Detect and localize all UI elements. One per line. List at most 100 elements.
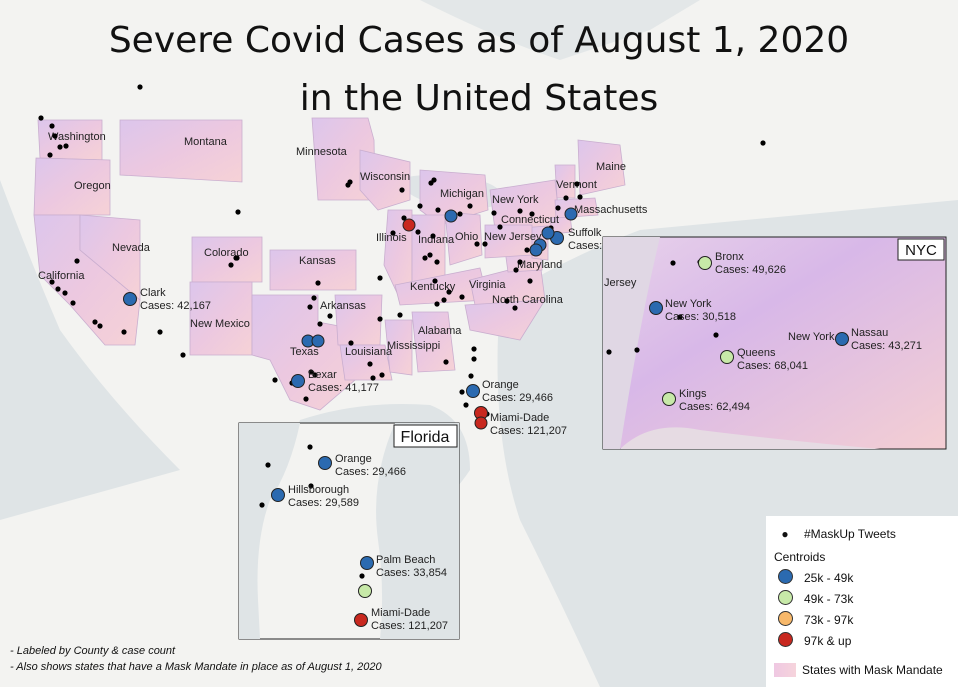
footnotes: - Labeled by County & case count - Also … [10,643,382,675]
county-centroid [318,456,332,470]
centroid-blue-icon [777,569,793,584]
state-label: Virginia [469,279,506,291]
county-name-label: Bexar [308,369,337,381]
state-label: Louisiana [345,346,393,358]
state-wisconsin [359,149,411,211]
tweet-dot [397,312,403,318]
tweet-dot [482,241,488,247]
map-title-line1: Severe Covid Cases as of August 1, 2020 [108,20,850,61]
county-cases-label: Cases: 29,466 [335,466,406,478]
tweet-dot [443,359,449,365]
tweet-dot [677,314,683,320]
legend-tweets-label: #MaskUp Tweets [804,527,896,541]
county-centroid [529,243,543,257]
tweet-dots [38,84,766,579]
state-label: New Jersey [484,231,542,243]
legend-tweets: ● #MaskUp Tweets [776,524,896,544]
legend-bin-4: 97k & up [776,631,851,651]
county-cases-label: Cases: [568,240,602,252]
legend-bin-2: 49k - 73k [776,589,853,609]
centroids [123,207,849,627]
tweet-dot [401,215,407,221]
tweet-dot [345,182,351,188]
tweet-dot [265,462,271,468]
tweet-dot [70,300,76,306]
county-centroid [354,613,368,627]
county-centroid [123,292,137,306]
county-name-label: Palm Beach [376,554,435,566]
hudson-bay [420,0,700,60]
county-name-label: Miami-Dade [490,412,549,424]
tweet-dot [427,252,433,258]
tweet-dot [311,295,317,301]
county-cases-label: Cases: 121,207 [490,425,567,437]
tweet-dot [228,262,234,268]
tweet-dot [634,347,640,353]
state-mississippi [384,319,413,376]
tweet-dot [235,209,241,215]
county-name-label: Hillsborough [288,484,349,496]
tweet-dot [422,255,428,261]
tweet-dot [555,205,561,211]
county-centroid [360,556,374,570]
state-label: Illinois [376,232,407,244]
county-centroid [271,488,285,502]
county-cases-label: Cases: 42,167 [140,300,211,312]
tweet-dot [457,211,463,217]
tweet-dot [312,372,318,378]
tweet-dot [272,377,278,383]
state-indiana [411,214,446,286]
state-labels: Washington Montana Minnesota Maine Wisconsin… [38,131,648,358]
tweet-dot [434,259,440,265]
state-maine [577,139,626,196]
state-kansas [269,249,357,291]
legend-bin-3: 73k - 97k [776,610,853,630]
state-label: Minnesota [296,146,348,158]
nyc-bay-water [620,427,880,449]
tweet-dot [137,84,143,90]
nyc-place-label: New York [788,331,835,343]
tweet-dot [307,444,313,450]
state-montana [119,119,243,183]
county-name-label: Queens [737,347,776,359]
state-label: Montana [184,136,228,148]
tweet-dot [463,402,469,408]
tweet-dot [49,279,55,285]
tweet-dot [367,361,373,367]
nyc-inset-title: NYC [905,242,937,259]
tweet-dot [52,133,58,139]
tweet-dot [47,152,53,158]
tweet-dot [446,289,452,295]
county-centroid [662,392,676,406]
county-centroid [311,334,325,348]
tweet-dot [563,195,569,201]
nyc-place-label: Jersey [604,277,637,289]
county-centroid [720,350,734,364]
county-centroid [474,416,488,430]
county-centroid [541,226,555,240]
county-name-label: Suffolk [568,227,602,239]
pacific-ocean [0,180,180,520]
county-cases-label: Cases: 29,589 [288,497,359,509]
state-label: Texas [290,346,319,358]
centroid-red-icon [777,632,793,647]
county-cases-label: Cases: 62,494 [679,401,750,413]
nyc-hudson-water [603,237,660,449]
county-centroid [835,332,849,346]
tweet-dot [471,346,477,352]
tweet-dot [359,573,365,579]
county-centroid [698,256,712,270]
state-label: Ohio [455,231,478,243]
tweet-dot [504,298,510,304]
state-label: North Carolina [492,294,564,306]
county-cases-label: Cases: 29,466 [482,392,553,404]
tweet-dot [512,305,518,311]
state-label: California [38,270,85,282]
tweet-dot [233,255,239,261]
county-name-label: Clark [140,287,166,299]
county-name-label: Nassau [851,327,888,339]
tweet-dot [399,187,405,193]
state-label: New Mexico [190,318,250,330]
